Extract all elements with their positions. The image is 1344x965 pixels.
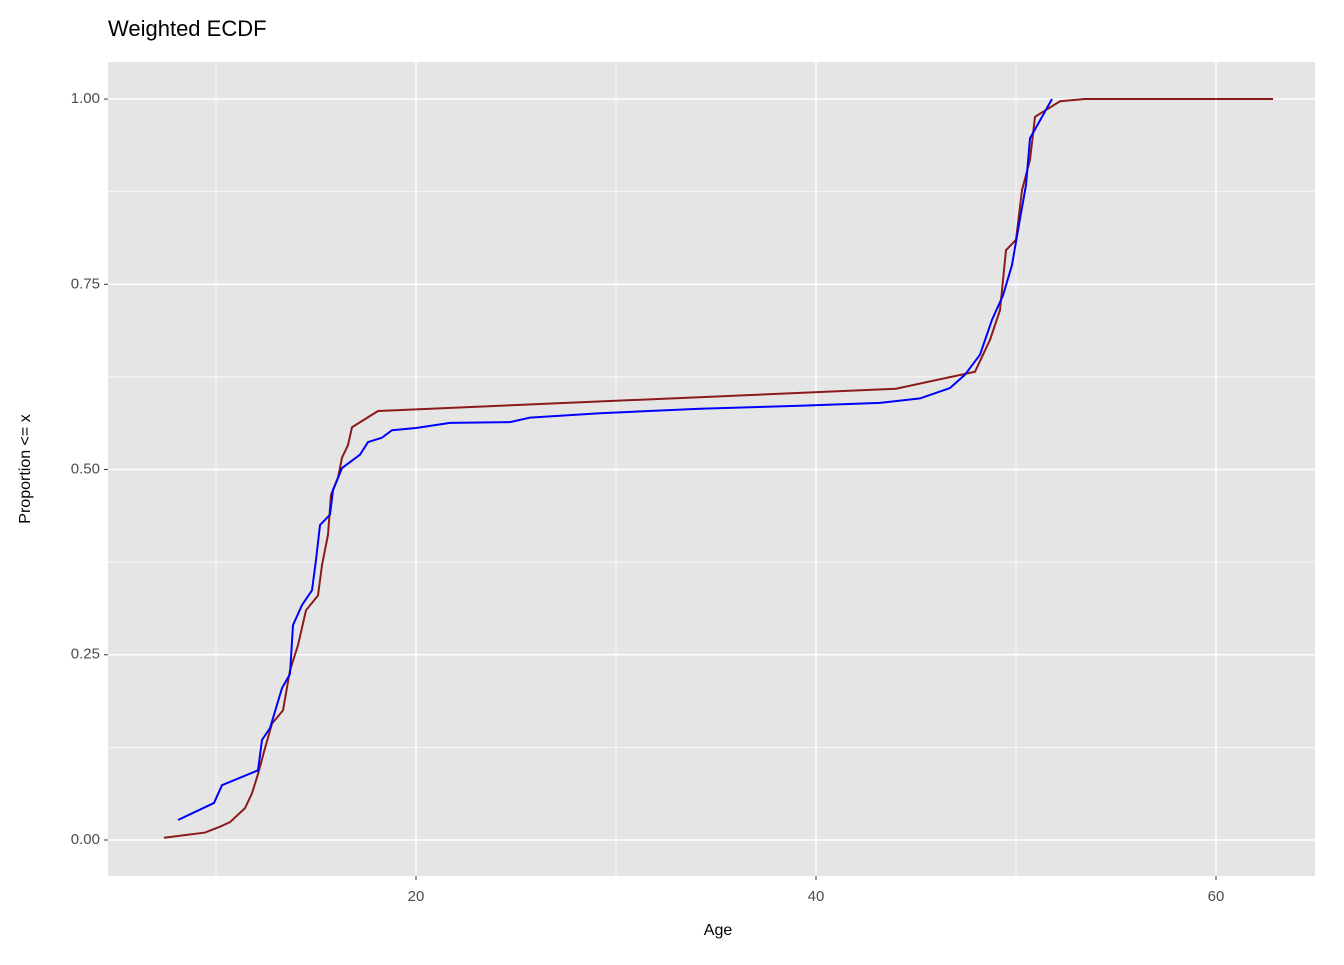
y-axis-label: Proportion <= x: [17, 414, 34, 523]
x-tick-label: 40: [808, 888, 825, 905]
x-tick-label: 20: [408, 888, 425, 905]
x-tick-label: 60: [1208, 888, 1225, 905]
y-tick-label: 0.75: [71, 275, 100, 292]
chart-title: Weighted ECDF: [108, 16, 267, 41]
y-tick-label: 0.25: [71, 646, 100, 663]
ecdf-line: [177, 98, 1053, 821]
y-tick-label: 1.00: [71, 90, 100, 107]
x-axis-label: Age: [704, 922, 733, 939]
y-tick-label: 0.50: [71, 460, 100, 477]
y-tick-label: 0.00: [71, 831, 100, 848]
